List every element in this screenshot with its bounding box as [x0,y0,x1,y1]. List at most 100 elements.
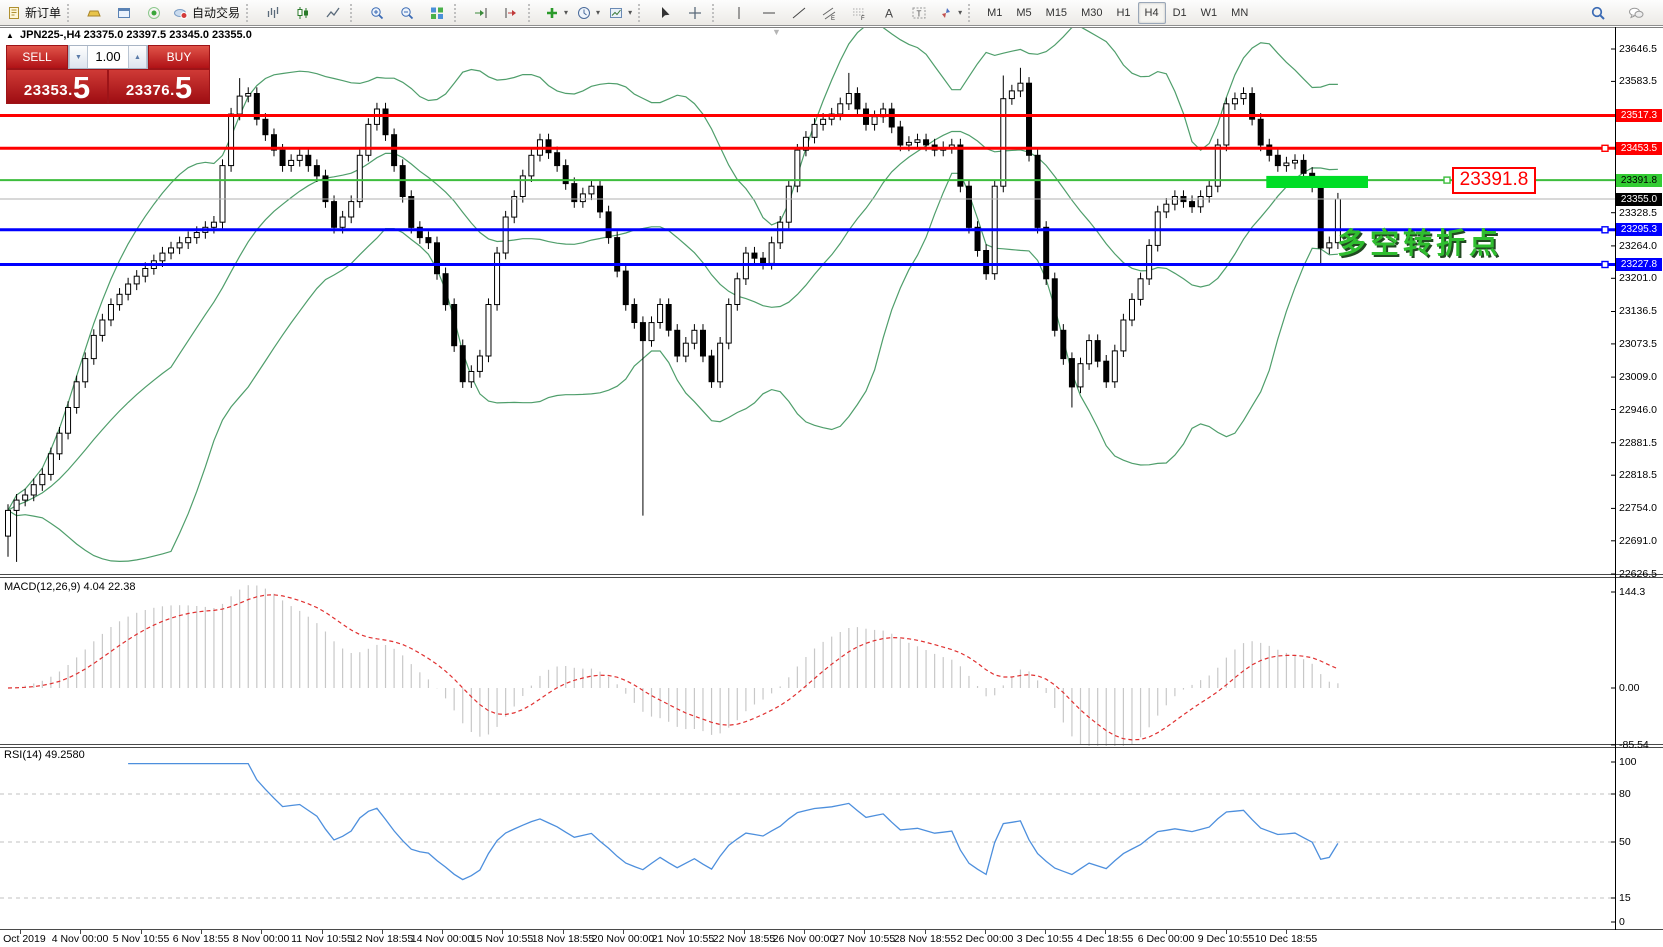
rectangle-annotation[interactable] [1266,175,1368,188]
timeframe-mn-button[interactable]: MN [1231,6,1249,19]
buy-price[interactable]: 23376. 5 [108,69,210,104]
time-tick [1166,930,1167,934]
price-axis-label: 22691.0 [1619,535,1657,547]
timeframe-m15-button[interactable]: M15 [1045,6,1068,19]
toolbar-separator [638,3,646,22]
rsi-axis-label: 100 [1619,756,1637,768]
search-button[interactable] [1583,1,1613,25]
candle-body [459,345,466,383]
candle-body [296,154,303,161]
vertical-line-button[interactable] [724,1,754,25]
sell-button[interactable]: SELL [6,45,68,69]
time-axis-label: 14 Nov 00:00 [410,933,474,945]
candle-body [545,139,552,154]
volume-increase-button[interactable]: ▲ [128,46,147,68]
chevron-down-icon[interactable]: ▾ [958,8,963,17]
rsi-indicator-label: RSI(14) 49.2580 [4,749,85,761]
chart-plot[interactable] [0,27,1663,930]
line-handle[interactable] [1601,260,1609,269]
new-order-button[interactable]: 新订单 [2,1,65,25]
candle-body [476,355,483,372]
cursor-button[interactable] [650,1,680,25]
crosshair-icon [689,6,702,19]
candle-body [288,159,295,166]
volume-decrease-button[interactable]: ▼ [69,46,88,68]
gold-chart-button[interactable] [79,1,109,25]
price-axis[interactable]: 23646.5 23583.5 23328.5 23264.0 23201.0 23136… [1616,27,1663,930]
candle-body [133,275,140,285]
candle-body [768,242,775,264]
new-chart-button[interactable] [109,1,139,25]
candle-body [1266,144,1273,156]
candle-body [159,252,166,262]
bar-chart-button[interactable] [258,1,288,25]
autotrading-button[interactable]: 自动交易 [169,1,244,25]
market-watch-button[interactable] [139,1,169,25]
shift-icon [505,7,517,18]
timeframe-m5-button[interactable]: M5 [1016,6,1032,19]
timeframe-h1-button[interactable]: H1 [1116,6,1131,19]
sell-price[interactable]: 23353. 5 [6,69,108,104]
candle-body [331,201,338,228]
crosshair-button[interactable] [680,1,710,25]
horizontal-line-button[interactable] [754,1,784,25]
fibonacci-button[interactable]: F [844,1,874,25]
candlestick-chart-button[interactable] [288,1,318,25]
candle-body [811,123,818,138]
indicators-button[interactable]: ▾ [540,1,572,25]
time-tick [80,930,81,934]
tile-windows-button[interactable] [422,1,452,25]
candle-body [777,221,784,244]
price-tag-annotation[interactable]: 23391.8 [1452,167,1536,194]
text-button[interactable]: A [874,1,904,25]
line-chart-button[interactable] [318,1,348,25]
zoom-out-button[interactable] [392,1,422,25]
chevron-down-icon[interactable]: ▾ [596,8,601,17]
zoom-in-button[interactable] [362,1,392,25]
candle-body [1249,93,1256,120]
symbol-collapse-icon[interactable]: ▲ [6,31,14,40]
price-level-label: 23355.0 [1616,193,1662,206]
trendline-button[interactable] [784,1,814,25]
candle-body [13,499,20,511]
timeframe-w1-button[interactable]: W1 [1200,6,1218,19]
time-axis-label: 15 Nov 10:55 [470,933,534,945]
candle-body [579,193,586,203]
line-handle[interactable] [1443,176,1451,184]
timeframe-d1-button[interactable]: D1 [1172,6,1187,19]
timeframe-m30-button[interactable]: M30 [1081,6,1103,19]
candle-body [691,329,698,344]
text-label-button[interactable]: T [904,1,934,25]
line-handle[interactable] [1601,226,1609,234]
tiles-icon [431,7,444,19]
chevron-down-icon[interactable]: ▾ [564,8,569,17]
time-tick [261,930,262,934]
price-axis-label: 23328.5 [1619,207,1657,219]
buy-button[interactable]: BUY [148,45,210,69]
timeframe-h4-button[interactable]: H4 [1137,1,1166,24]
time-axis[interactable]: 1 Oct 2019 4 Nov 00:005 Nov 10:556 Nov 18… [0,930,1663,947]
linechart-icon [326,7,340,17]
time-axis-label: 4 Nov 00:00 [51,933,109,945]
volume-value[interactable]: 1.00 [95,49,121,64]
time-axis-label: 21 Nov 10:55 [651,933,715,945]
candle-body [502,216,509,254]
line-handle[interactable] [1601,144,1609,153]
chat-button[interactable] [1621,1,1651,25]
time-tick [1105,930,1106,934]
candle-body [228,113,235,167]
candle-body [1189,201,1196,208]
templates-button[interactable]: ▾ [604,1,636,25]
chevron-down-icon[interactable]: ▾ [628,8,633,17]
arrows-button[interactable]: ▾ [934,1,966,25]
svg-text:A: A [885,6,893,20]
time-axis-label: 5 Nov 10:55 [112,933,170,945]
timeframe-m1-button[interactable]: M1 [987,6,1003,19]
periods-button[interactable]: ▾ [572,1,604,25]
candle-body [631,304,638,323]
chart-shift-button[interactable] [496,1,526,25]
pivot-annotation-text[interactable]: 多空转折点 [1337,228,1503,260]
equidistant-channel-button[interactable]: E [814,1,844,25]
candle-body [571,183,578,203]
auto-scroll-button[interactable] [466,1,496,25]
